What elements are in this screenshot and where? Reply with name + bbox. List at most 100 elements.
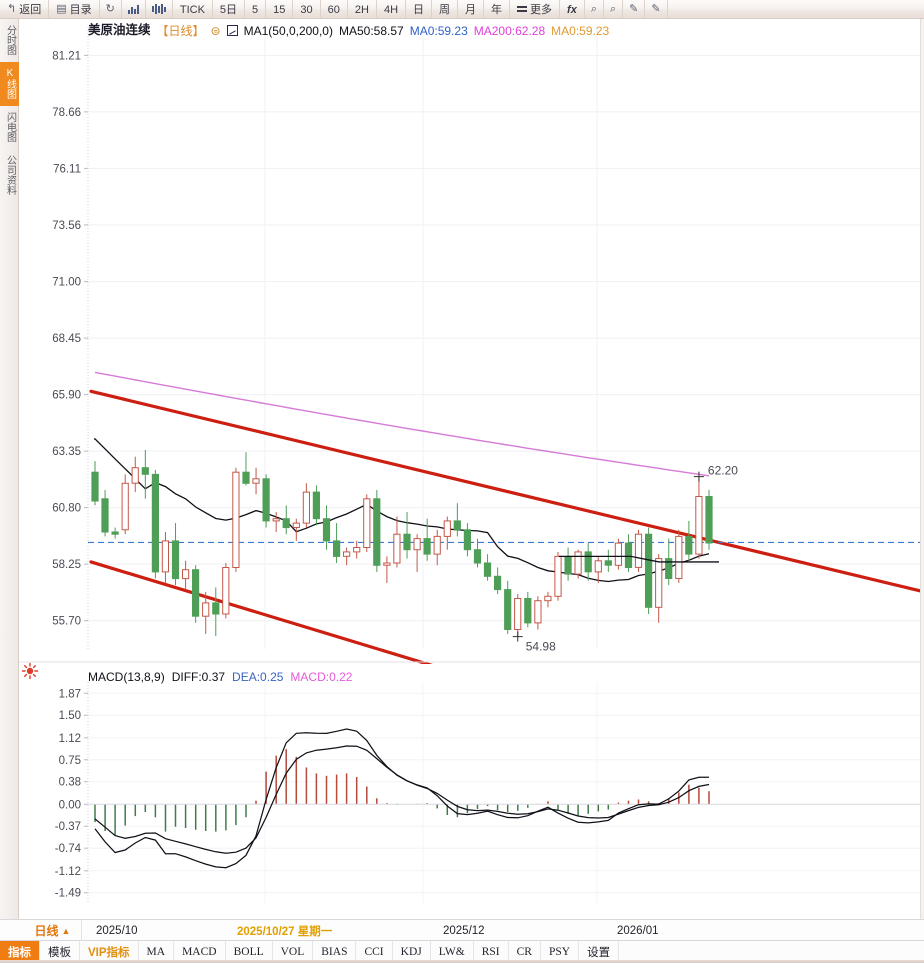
- side-tab-1[interactable]: K线图: [0, 62, 19, 106]
- price-y-tick: 81.21: [52, 50, 81, 62]
- candle: [91, 471, 99, 502]
- indicator-tab-bias[interactable]: BIAS: [313, 941, 357, 962]
- indicator-tab-label: KDJ: [400, 945, 422, 958]
- toolbar-item-refresh-icon[interactable]: ↻: [100, 0, 122, 18]
- indicator-tab-macd[interactable]: MACD: [174, 941, 226, 962]
- candle: [171, 540, 180, 580]
- high-price-label: 62.20: [708, 464, 738, 478]
- ma0-orange-value: MA0:59.23: [551, 23, 610, 38]
- ma-params-label: MA1(50,0,200,0): [243, 23, 333, 38]
- ma0-blue-value: MA0:59.23: [409, 23, 468, 38]
- home-icon: ▤: [56, 2, 67, 15]
- candle: [312, 491, 320, 520]
- toolbar-item-cjk15[interactable]: 月: [458, 0, 485, 18]
- candle: [423, 538, 431, 555]
- toolbar-item-cjk14[interactable]: 周: [432, 0, 459, 18]
- toolbar-item-cjk13[interactable]: 日: [406, 0, 433, 18]
- low-price-label: 54.98: [526, 640, 556, 654]
- indicator-tab-label: 设置: [587, 946, 611, 959]
- indicator-tab-[interactable]: 指标: [0, 941, 40, 962]
- toolbar-item-cjk17[interactable]: 更多: [510, 0, 561, 18]
- price-candlestick-chart[interactable]: 81.21 78.66 76.11 73.56 71.00 68.45 65.90 63.35…: [19, 19, 924, 664]
- zoom-in-icon: ⌕: [609, 2, 617, 15]
- indicator-tab-cci[interactable]: CCI: [356, 941, 393, 962]
- low-price-marker: 54.98: [512, 631, 556, 654]
- indicator-tab-vol[interactable]: VOL: [273, 941, 314, 962]
- indicator-tab-lw[interactable]: LW&: [431, 941, 474, 962]
- toolbar-item-label: 5: [252, 3, 259, 16]
- indicator-tab-ma[interactable]: MA: [139, 941, 175, 962]
- collapse-icon[interactable]: ⊜: [210, 23, 221, 38]
- toolbar-item-2h[interactable]: 2H: [348, 0, 377, 18]
- top-toolbar: ↰ 返回 ▤ 目录 ↻ TICK 5日 5 15 30 60 2H 4H 日 周月年更多 fx ⌕ ⌕ ✎ ✎: [0, 0, 924, 19]
- candle: [433, 535, 441, 555]
- toolbar-item-15[interactable]: 15: [266, 0, 294, 18]
- candle: [413, 538, 421, 551]
- indicator-tab-[interactable]: 模板: [40, 941, 80, 962]
- toolbar-item-30[interactable]: 30: [293, 0, 321, 18]
- toolbar-item-label: 周: [439, 3, 451, 16]
- indicator-bar-filler: [619, 941, 924, 962]
- indicator-tab-kdj[interactable]: KDJ: [393, 941, 431, 962]
- indicator-tab-rsi[interactable]: RSI: [474, 941, 509, 962]
- candle: [645, 533, 653, 608]
- indicator-tab-cr[interactable]: CR: [509, 941, 541, 962]
- candle: [242, 471, 250, 484]
- zoom-out-icon: ⌕: [590, 2, 597, 15]
- candle: [101, 498, 109, 533]
- toolbar-item-label: fx: [567, 3, 577, 16]
- candle: [483, 562, 492, 577]
- toolbar-item-pencil-alt-icon[interactable]: ✎: [645, 0, 668, 18]
- price-y-tick: 63.35: [52, 446, 81, 458]
- macd-diff-value: DIFF:0.37: [171, 670, 226, 684]
- candle: [584, 551, 592, 573]
- toolbar-item-label: 日: [413, 3, 425, 16]
- pencil-icon: ✎: [629, 2, 639, 15]
- toolbar-item-cjk0[interactable]: ↰ 返回: [0, 0, 50, 18]
- side-tab-2[interactable]: 闪电图: [0, 106, 19, 149]
- candle: [252, 478, 260, 484]
- indicator-tab-label: CCI: [364, 945, 384, 958]
- candle: [453, 520, 461, 531]
- indicator-tab-[interactable]: 设置: [579, 941, 620, 962]
- toolbar-item-cjk16[interactable]: 年: [484, 0, 511, 18]
- toolbar-item-pencil-icon[interactable]: ✎: [623, 0, 646, 18]
- toolbar-item-candlestick-icon[interactable]: [146, 0, 173, 18]
- candle: [705, 496, 713, 544]
- toolbar-item-5[interactable]: 5: [245, 0, 267, 18]
- indicator-tab-label: VIP指标: [88, 946, 130, 959]
- toolbar-item-cjk1[interactable]: ▤ 目录: [49, 0, 100, 18]
- indicator-tab-psy[interactable]: PSY: [541, 941, 580, 962]
- toolbar-item-zoom-in-icon[interactable]: ⌕: [604, 0, 624, 18]
- candle: [463, 529, 471, 551]
- toolbar-item-60[interactable]: 60: [321, 0, 348, 18]
- period-selector[interactable]: 日线 ▲: [24, 920, 82, 941]
- indicator-tab-boll[interactable]: BOLL: [226, 941, 273, 962]
- toolbar-item-tick[interactable]: TICK: [173, 0, 213, 18]
- candle: [574, 551, 582, 575]
- indicator-tab-label: PSY: [548, 945, 571, 958]
- toolbar-item-bar-chart-icon[interactable]: [122, 0, 146, 18]
- toolbar-item-4h[interactable]: 4H: [377, 0, 407, 18]
- macd-y-tick: -0.74: [55, 843, 82, 855]
- candle: [614, 542, 622, 566]
- toolbar-item-zoom-out-icon[interactable]: ⌕: [585, 0, 604, 18]
- side-tab-0[interactable]: 分时图: [0, 19, 19, 62]
- candle: [594, 560, 602, 573]
- side-tab-3[interactable]: 公司资料: [0, 149, 19, 202]
- candle: [302, 491, 310, 524]
- candle: [212, 602, 220, 615]
- toolbar-item-label: 年: [491, 3, 503, 16]
- side-tab-label: 闪电图: [4, 112, 16, 142]
- indicator-tab-vip[interactable]: VIP指标: [80, 941, 139, 962]
- macd-indicator-chart[interactable]: 1.87 1.50 1.12 0.75 0.38 0.00 -0.37 -0.74 -1.12 -…: [19, 664, 924, 919]
- chart-surface[interactable]: 81.21 78.66 76.11 73.56 71.00 68.45 65.90 63.35…: [19, 19, 924, 919]
- brightness-sun-icon[interactable]: [20, 661, 40, 681]
- candle: [202, 602, 210, 617]
- symbol-name: 美原油连续: [88, 23, 151, 38]
- candle: [524, 598, 532, 624]
- macd-y-tick: 0.75: [59, 755, 81, 767]
- price-y-tick: 58.25: [52, 559, 81, 571]
- toolbar-item-5[interactable]: 5日: [213, 0, 246, 18]
- toolbar-item-fx[interactable]: fx: [560, 0, 585, 18]
